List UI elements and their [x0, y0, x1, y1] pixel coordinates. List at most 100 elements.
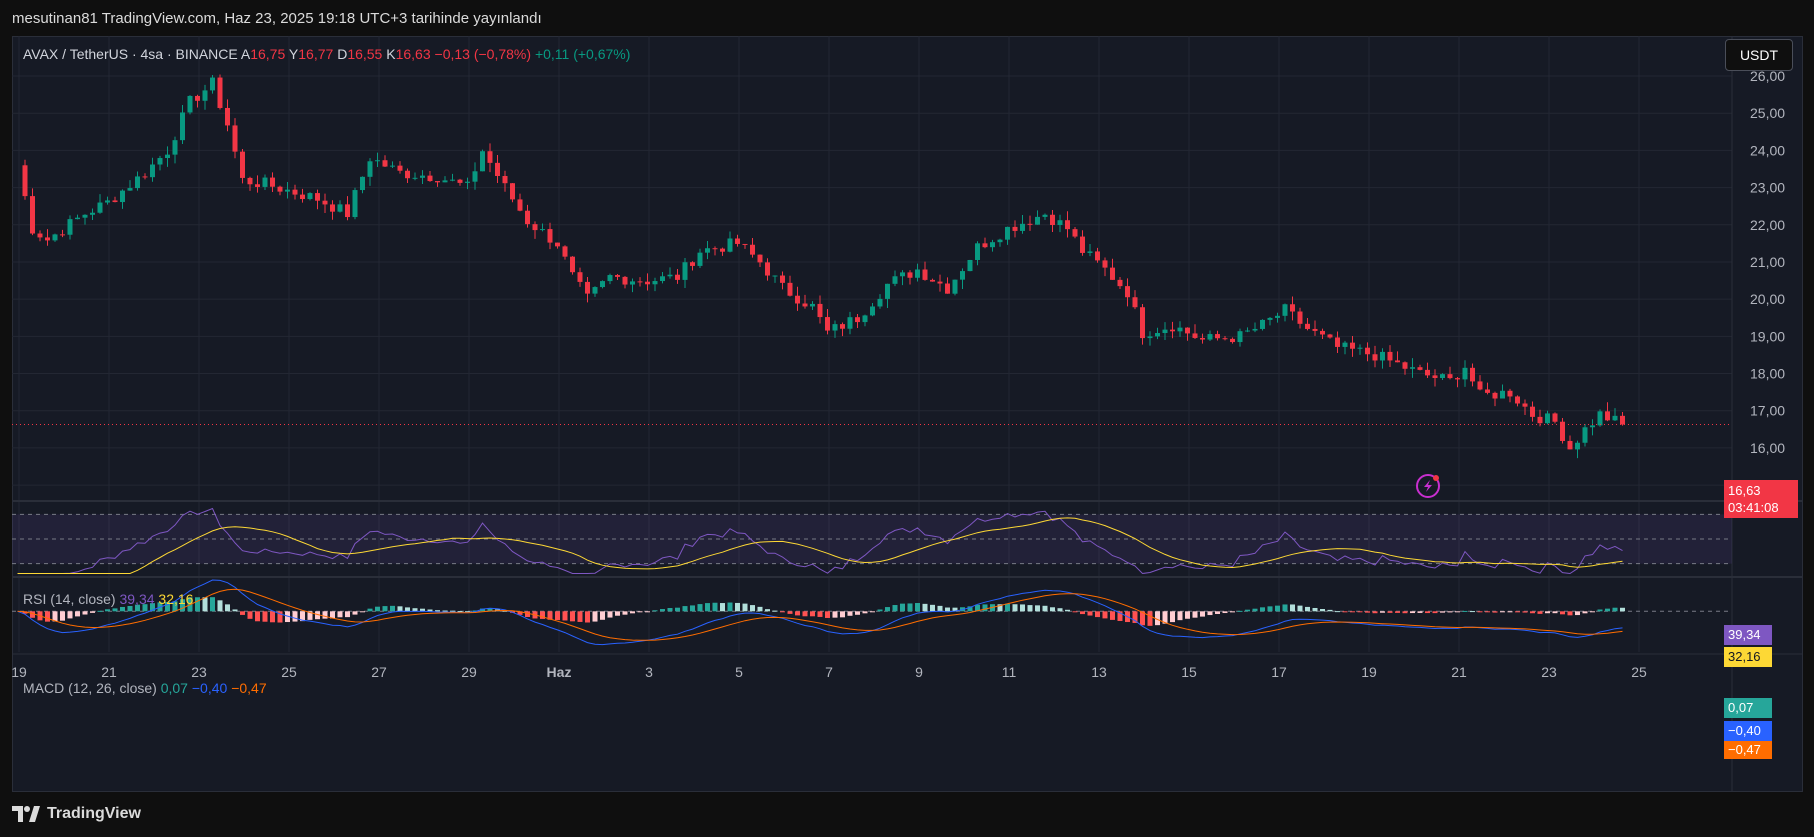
macd-hist-bar — [1162, 611, 1168, 624]
candle-body — [840, 324, 845, 329]
macd-hist-bar — [1597, 609, 1603, 612]
macd-hist-bar — [337, 611, 343, 618]
candle-body — [900, 272, 905, 277]
macd-hist-bar — [1485, 611, 1490, 613]
candle-body — [532, 224, 538, 231]
rsi-ma-line — [17, 517, 1623, 574]
time-tick-label: 25 — [281, 664, 297, 680]
macd-hist-tag: 0,07 — [1724, 698, 1772, 718]
rsi-title[interactable]: RSI (14, close) — [23, 591, 116, 607]
candle-body — [435, 181, 440, 183]
macd-hist-bar — [1372, 611, 1378, 614]
open-label: A — [240, 46, 251, 62]
macd-legend[interactable]: MACD (12, 26, close) 0,07 −0,40 −0,47 — [23, 680, 267, 696]
candle-body — [802, 303, 808, 307]
candle-body — [1620, 415, 1625, 425]
candle-body — [862, 315, 868, 323]
macd-hist-bar — [300, 611, 305, 622]
macd-hist-bar — [1140, 611, 1145, 626]
candle-body — [1582, 427, 1588, 443]
tradingview-logo[interactable]: TradingView — [12, 805, 141, 823]
candle-body — [150, 164, 155, 178]
candle-body — [1155, 333, 1160, 337]
currency-button[interactable]: USDT — [1725, 39, 1793, 71]
macd-hist-bar — [367, 608, 373, 612]
macd-hist-bar — [1440, 611, 1445, 613]
macd-hist-bar — [112, 608, 118, 612]
macd-hist-bar — [52, 611, 58, 622]
candle-body — [652, 281, 658, 285]
candle-body — [555, 242, 560, 247]
symbol-name[interactable]: AVAX / TetherUS · 4sa · BINANCE — [23, 46, 238, 62]
macd-hist-bar — [1170, 611, 1175, 623]
candle-body — [847, 317, 853, 329]
macd-hist-bar — [690, 605, 695, 612]
macd-hist-bar — [1132, 611, 1138, 623]
candle-body — [1185, 327, 1190, 334]
macd-hist-bar — [435, 610, 440, 612]
candle-body — [45, 237, 50, 241]
candle-body — [1252, 328, 1258, 331]
macd-hist-bar — [1590, 611, 1595, 613]
candle-body — [1087, 251, 1093, 253]
macd-hist-bar — [1005, 603, 1010, 612]
candle-body — [1357, 347, 1363, 349]
chart-canvas[interactable]: 26,00 25,00 24,00 23,00 22,00 21,00 20,00 19,00… — [12, 36, 1803, 792]
candle-body — [1575, 442, 1580, 450]
time-tick-label: 19 — [12, 664, 27, 680]
candle-body — [1537, 416, 1543, 424]
rsi-legend[interactable]: RSI (14, close) 39,34 32,16 — [23, 591, 193, 607]
macd-hist-bar — [1380, 611, 1385, 613]
macd-hist-bar — [1050, 607, 1055, 612]
macd-hist-bar — [1545, 611, 1550, 614]
macd-hist-bar — [652, 610, 658, 612]
macd-hist-bar — [1290, 604, 1295, 612]
candle-body — [457, 179, 463, 183]
candle-body — [1365, 347, 1370, 355]
macd-hist-bar — [682, 606, 688, 612]
macd-hist-bar — [555, 611, 560, 621]
macd-hist-bar — [1320, 608, 1325, 612]
candle-body — [97, 202, 103, 213]
macd-hist-bar — [945, 607, 950, 612]
macd-hist-bar — [97, 610, 103, 612]
candle-body — [307, 193, 313, 200]
macd-hist-bar — [907, 603, 913, 612]
candle-body — [1492, 392, 1498, 399]
macd-hist-bar — [1155, 611, 1160, 626]
candle-body — [60, 234, 65, 236]
macd-hist-bar — [1072, 611, 1078, 613]
macd-hist-bar — [1215, 611, 1220, 614]
macd-hist-bar — [810, 611, 815, 617]
bar-countdown: 03:41:08 — [1728, 500, 1779, 515]
candle-body — [337, 204, 343, 212]
macd-hist-bar — [607, 611, 613, 618]
macd-signal-tag: −0,47 — [1724, 741, 1772, 759]
macd-hist-bar — [645, 611, 650, 613]
candle-body — [1612, 415, 1618, 421]
macd-hist-bar — [1102, 611, 1108, 619]
chart-frame — [12, 36, 1803, 792]
candle-body — [165, 154, 170, 159]
macd-hist-bar — [1312, 607, 1318, 612]
candle-body — [142, 176, 148, 178]
macd-hist-bar — [480, 608, 485, 612]
candle-body — [322, 200, 328, 205]
candle-body — [277, 186, 283, 192]
candle-body — [592, 287, 598, 294]
time-tick-label: 29 — [461, 664, 477, 680]
candle-body — [690, 262, 695, 266]
time-tick-label: 21 — [101, 664, 117, 680]
macd-hist-bar — [930, 604, 935, 612]
candle-body — [945, 283, 950, 294]
candle-body — [1305, 323, 1310, 329]
candle-body — [1222, 338, 1228, 340]
candle-body — [367, 161, 373, 177]
macd-title[interactable]: MACD (12, 26, close) — [23, 680, 157, 696]
macd-line-tag: −0,40 — [1724, 721, 1772, 741]
candle-body — [292, 189, 298, 195]
macd-hist-bar — [922, 603, 928, 612]
candle-body — [585, 281, 590, 294]
candle-body — [412, 177, 418, 179]
symbol-legend[interactable]: AVAX / TetherUS · 4sa · BINANCE A16,75 Y… — [23, 46, 630, 62]
